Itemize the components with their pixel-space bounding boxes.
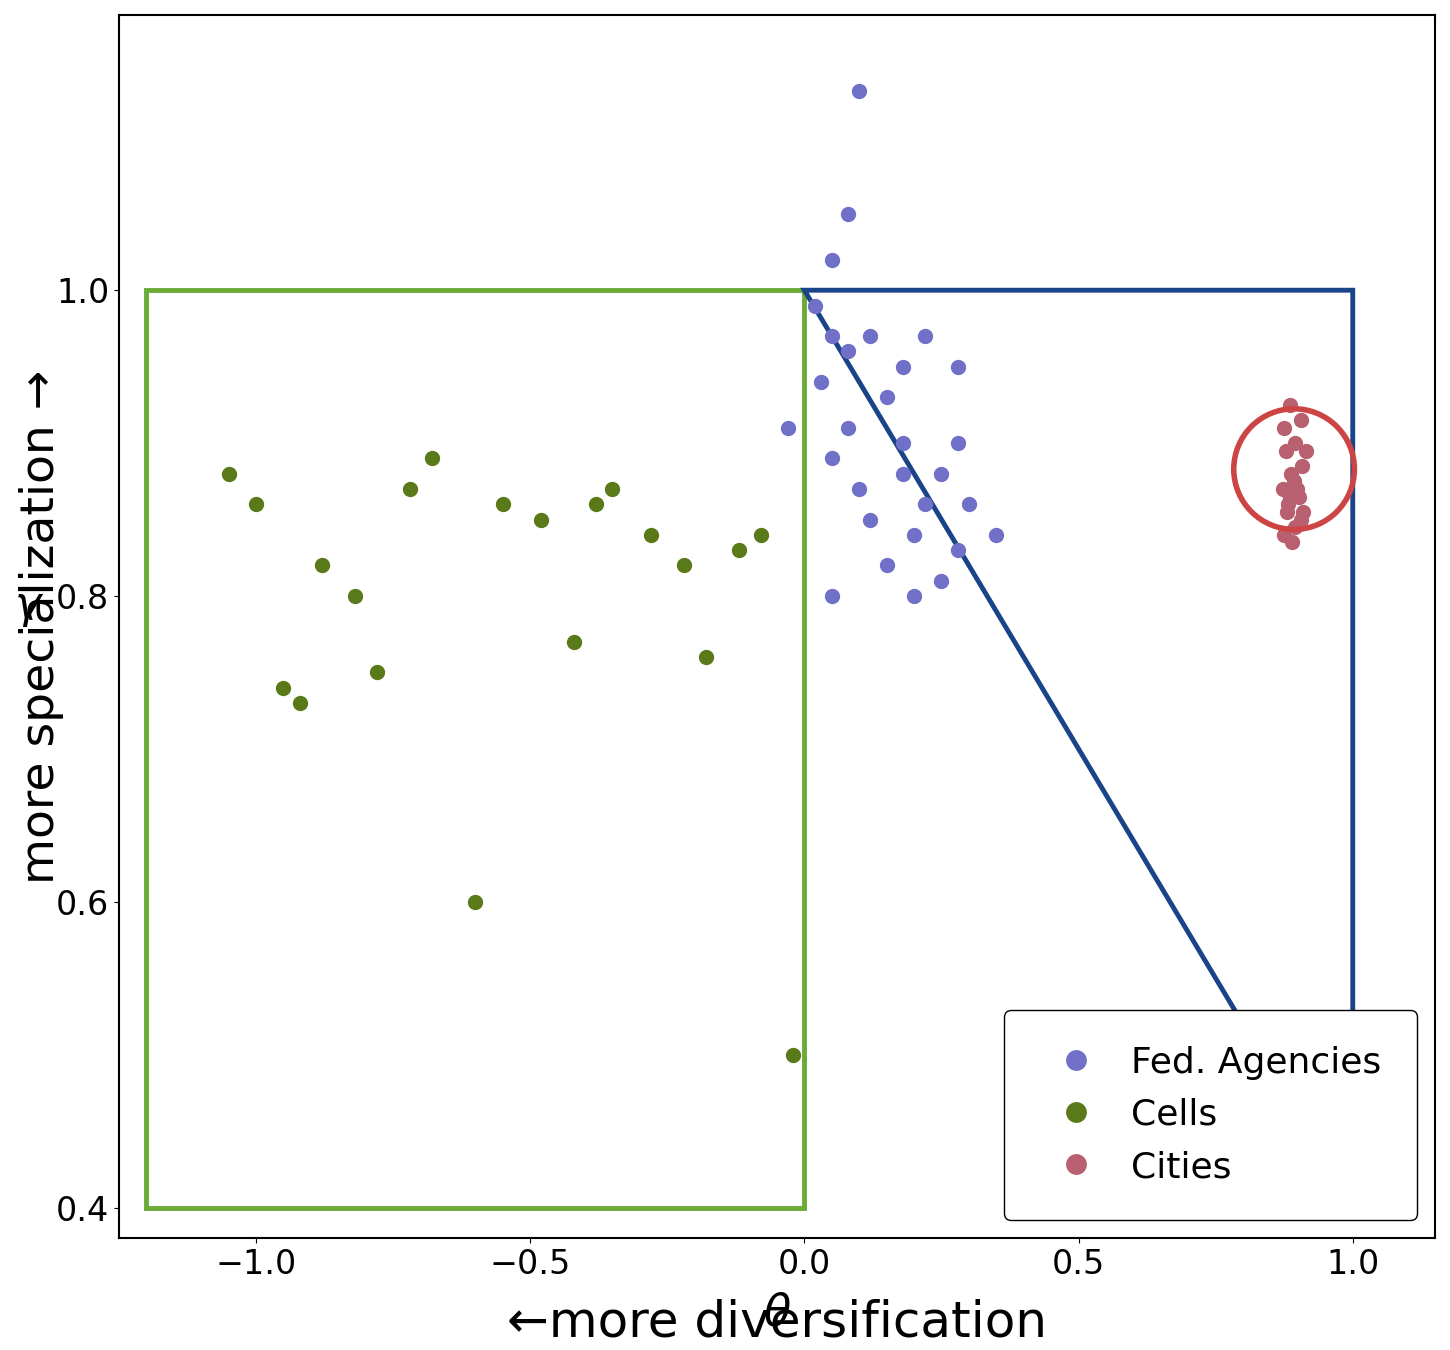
Point [1289, 509, 1312, 531]
Point [420, 448, 444, 470]
Point [245, 494, 268, 516]
Point [929, 570, 953, 591]
Text: more specialization →: more specialization → [19, 370, 64, 884]
Point [1283, 517, 1306, 539]
Point [1273, 417, 1296, 439]
Point [1290, 455, 1314, 477]
Point [1289, 409, 1312, 431]
Point [365, 662, 389, 683]
Point [271, 676, 294, 698]
Point [726, 540, 750, 562]
Point [673, 555, 696, 576]
Point [914, 494, 937, 516]
Point [344, 585, 367, 606]
Point [858, 509, 882, 531]
Point [1280, 532, 1304, 553]
Point [848, 478, 871, 500]
Point [782, 1044, 805, 1065]
Point [1283, 432, 1306, 454]
Point [947, 356, 970, 378]
Point [1276, 501, 1299, 522]
Point [584, 494, 608, 516]
Point [492, 494, 515, 516]
Point [914, 325, 937, 347]
Point [1276, 494, 1299, 516]
Point [957, 494, 980, 516]
Point [1288, 486, 1311, 508]
Point [1282, 471, 1305, 493]
Point [874, 386, 898, 408]
Point [1295, 440, 1318, 462]
Point [947, 432, 970, 454]
Y-axis label: γ: γ [14, 583, 42, 626]
Point [892, 463, 915, 485]
Point [600, 478, 624, 500]
Point [892, 432, 915, 454]
Point [1292, 501, 1315, 522]
Point [397, 478, 420, 500]
Point [803, 294, 826, 316]
Point [1275, 440, 1298, 462]
Point [821, 448, 844, 470]
Point [310, 555, 334, 576]
Point [563, 630, 586, 652]
Point [464, 891, 487, 913]
Text: ←more diversification: ←more diversification [507, 1299, 1047, 1346]
Point [776, 417, 799, 439]
Point [902, 524, 925, 545]
Legend: Fed. Agencies, Cells, Cities: Fed. Agencies, Cells, Cities [1005, 1010, 1417, 1220]
Point [1277, 394, 1301, 416]
Point [892, 356, 915, 378]
Point [837, 202, 860, 224]
Point [1280, 463, 1304, 485]
Point [837, 417, 860, 439]
Point [858, 325, 882, 347]
Bar [146, 290, 805, 1208]
Point [985, 524, 1008, 545]
Point [874, 555, 898, 576]
Point [1277, 486, 1301, 508]
Point [1272, 478, 1295, 500]
Point [809, 371, 832, 393]
Point [1273, 524, 1296, 545]
Point [1285, 478, 1308, 500]
Point [639, 524, 663, 545]
Point [695, 647, 718, 668]
Point [837, 340, 860, 362]
Point [947, 540, 970, 562]
Point [848, 81, 871, 103]
Point [821, 325, 844, 347]
Point [218, 463, 241, 485]
X-axis label: θ: θ [763, 1292, 790, 1335]
Point [289, 693, 312, 714]
Point [929, 463, 953, 485]
Point [821, 585, 844, 606]
Point [529, 509, 552, 531]
Point [748, 524, 771, 545]
Point [821, 248, 844, 270]
Point [902, 585, 925, 606]
